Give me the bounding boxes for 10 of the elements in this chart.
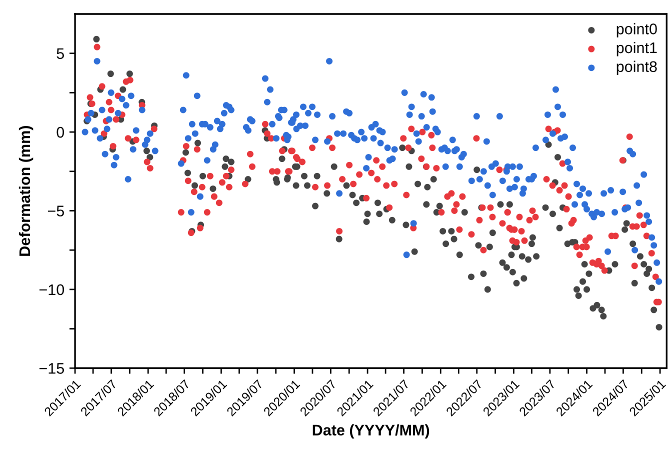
legend-label: point0 xyxy=(616,23,657,38)
y-tick-label: −10 xyxy=(39,284,64,296)
y-tick-label: −5 xyxy=(48,206,64,216)
legend-label: point1 xyxy=(616,42,657,56)
x-axis-title: Date (YYYY/MM) xyxy=(312,424,430,439)
legend-label: point8 xyxy=(616,60,657,76)
y-axis-title: Deformation (mm) xyxy=(18,126,34,256)
y-tick-label: 0 xyxy=(56,126,64,138)
y-tick-label: −15 xyxy=(39,363,64,374)
y-tick-label: 5 xyxy=(56,48,64,60)
